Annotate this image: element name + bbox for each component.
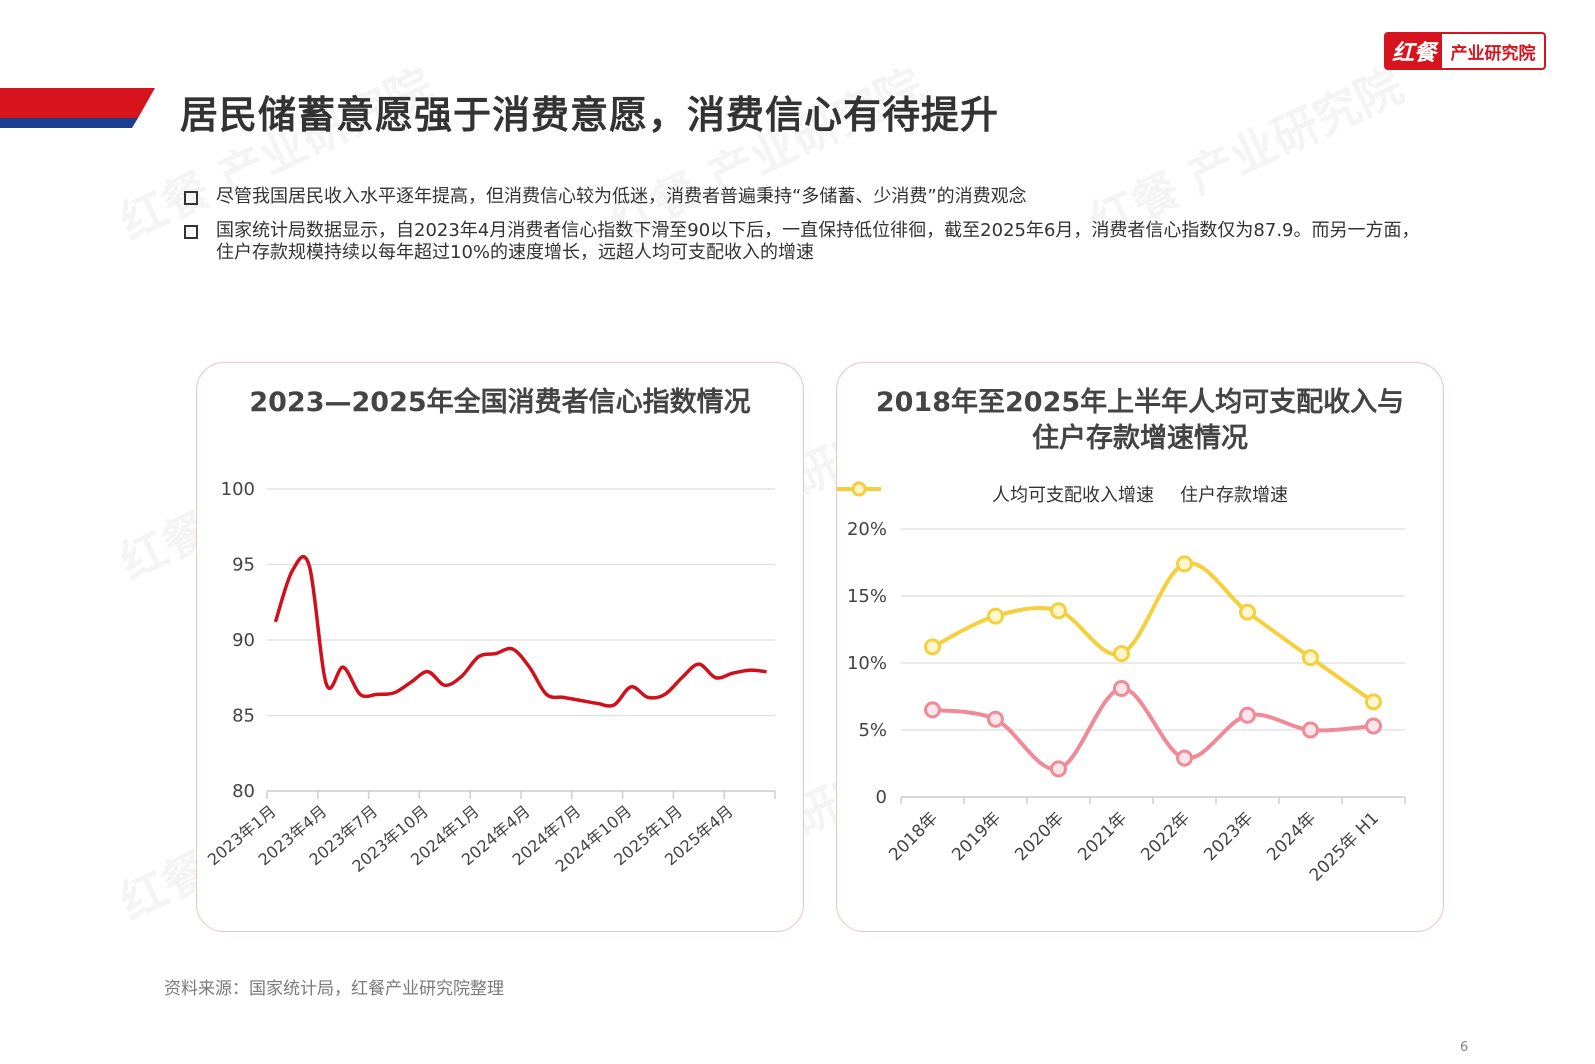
- y-tick-label: 15%: [847, 586, 887, 607]
- square-bullet-icon: [184, 225, 198, 239]
- income-growth-point: [1302, 721, 1319, 739]
- x-tick-label: 2020年: [1011, 808, 1068, 865]
- square-bullet-icon: [184, 191, 198, 205]
- bullet-text: 国家统计局数据显示，自2023年4月消费者信心指数下滑至90以下后，一直保持低位…: [216, 220, 1420, 263]
- deposit-growth-point: [1302, 649, 1319, 667]
- x-tick-label: 2018年: [885, 808, 942, 865]
- legend-label: 人均可支配收入增速: [992, 485, 1154, 506]
- bullet-text: 尽管我国居民收入水平逐年提高，但消费信心较为低迷，消费者普遍秉持“多储蓄、少消费…: [216, 186, 1027, 207]
- y-tick-label: 5%: [858, 720, 887, 741]
- y-tick-label: 95: [232, 555, 255, 576]
- legend-label: 住户存款增速: [1180, 485, 1288, 506]
- chart-title-line-2: 住户存款增速情况: [1032, 423, 1248, 454]
- bullet-item: 尽管我国居民收入水平逐年提高，但消费信心较为低迷，消费者普遍秉持“多储蓄、少消费…: [182, 186, 1422, 208]
- deposit-growth-point: [924, 638, 941, 656]
- deposit-growth-point: [1176, 555, 1193, 573]
- deposit-growth-point: [1050, 602, 1067, 620]
- x-tick-label: 2022年: [1137, 808, 1194, 865]
- x-tick-label: 2024年: [1263, 808, 1320, 865]
- income-growth-point: [1113, 679, 1130, 697]
- deposit-growth-point: [1365, 693, 1382, 711]
- logo-sub-text: 产业研究院: [1442, 34, 1544, 68]
- bullet-list: 尽管我国居民收入水平逐年提高，但消费信心较为低迷，消费者普遍秉持“多储蓄、少消费…: [182, 186, 1422, 276]
- income-growth-point: [987, 710, 1004, 728]
- confidence-index-series-line: [273, 554, 767, 708]
- income-deposit-chart-card: 2018年至2025年上半年人均可支配收入与 住户存款增速情况 人均可支配收入增…: [836, 362, 1444, 932]
- x-tick-label: 2023年: [1200, 808, 1257, 865]
- bullet-item: 国家统计局数据显示，自2023年4月消费者信心指数下滑至90以下后，一直保持低位…: [182, 220, 1422, 264]
- y-tick-label: 0: [876, 787, 887, 808]
- deposit-growth-point: [987, 607, 1004, 625]
- income-growth-point: [1365, 717, 1382, 735]
- title-accent-bar: [0, 88, 155, 128]
- logo-brand-text: 红餐: [1392, 41, 1437, 66]
- brand-logo: 红餐 产业研究院: [1384, 32, 1546, 70]
- source-note: 资料来源：国家统计局，红餐产业研究院整理: [164, 979, 504, 999]
- income-growth-point: [1176, 749, 1193, 767]
- chart-title-line-1: 2018年至2025年上半年人均可支配收入与: [875, 387, 1405, 418]
- y-tick-label: 80: [232, 781, 255, 802]
- income-growth-point: [1239, 706, 1256, 724]
- y-tick-label: 100: [221, 479, 255, 500]
- deposit-growth-series-line: [931, 561, 1375, 704]
- chart-legend: 人均可支配收入增速 住户存款增速: [837, 481, 1443, 507]
- deposit-growth-point: [1239, 603, 1256, 621]
- confidence-index-line-chart: 100959085802023年1月2023年4月2023年7月2023年10月…: [204, 479, 776, 876]
- y-tick-label: 20%: [847, 519, 887, 540]
- page-number: 6: [1460, 1040, 1469, 1055]
- deposit-growth-point: [1113, 645, 1130, 663]
- y-tick-label: 90: [232, 630, 255, 651]
- income-growth-point: [924, 701, 941, 719]
- x-tick-label: 2021年: [1074, 808, 1131, 865]
- page-title: 居民储蓄意愿强于消费意愿，消费信心有待提升: [180, 93, 1000, 137]
- confidence-index-chart-card: 2023—2025年全国消费者信心指数情况 100 95 90 85 80 2023年1月…: [196, 362, 804, 932]
- yellow-line-marker-icon: [837, 481, 881, 497]
- x-tick-label: 2019年: [948, 808, 1005, 865]
- income-growth-series-line: [932, 686, 1374, 771]
- income-growth-point: [1050, 760, 1067, 778]
- legend-item-deposit: 住户存款增速: [837, 481, 1288, 507]
- y-tick-label: 85: [232, 706, 255, 727]
- y-tick-label: 10%: [847, 653, 887, 674]
- chart-title: 2023—2025年全国消费者信心指数情况: [249, 387, 751, 418]
